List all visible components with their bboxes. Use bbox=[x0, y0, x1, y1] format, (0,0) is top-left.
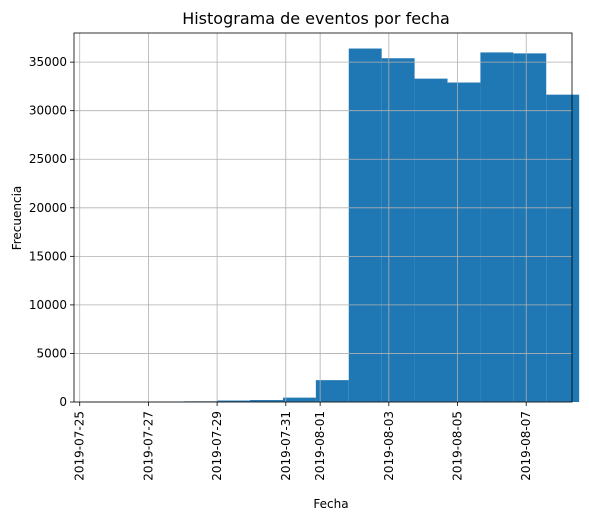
x-tick-label-2: 2019-07-29 bbox=[210, 411, 224, 481]
histogram-bar-9 bbox=[381, 58, 415, 402]
x-tick-label-1: 2019-07-27 bbox=[141, 411, 155, 481]
x-tick-label-6: 2019-08-05 bbox=[451, 411, 465, 481]
x-axis-label: Fecha bbox=[313, 497, 348, 511]
histogram-bar-4 bbox=[217, 400, 251, 402]
y-tick-label-0: 0 bbox=[59, 395, 67, 409]
histogram-bar-14 bbox=[546, 94, 580, 403]
y-tick-label-2: 10000 bbox=[29, 298, 67, 312]
x-tick-label-7: 2019-08-07 bbox=[519, 411, 533, 481]
y-tick-label-6: 30000 bbox=[29, 104, 67, 118]
x-tick-label-5: 2019-08-03 bbox=[382, 411, 396, 481]
histogram-bar-6 bbox=[282, 397, 316, 402]
chart-title: Histograma de eventos por fecha bbox=[182, 9, 450, 28]
histogram-bar-7 bbox=[315, 380, 349, 402]
histogram-bar-12 bbox=[480, 52, 514, 402]
x-tick-label-4: 2019-08-01 bbox=[313, 411, 327, 481]
histogram-bar-13 bbox=[513, 53, 547, 403]
x-ticks: 2019-07-25 2019-07-27 2019-07-29 2019-07-31… bbox=[73, 402, 533, 481]
histogram-bar-5 bbox=[250, 400, 283, 402]
y-tick-label-4: 20000 bbox=[29, 201, 67, 215]
y-tick-label-3: 15000 bbox=[29, 249, 67, 263]
plot-frame bbox=[73, 32, 573, 403]
x-tick-label-0: 2019-07-25 bbox=[73, 411, 87, 481]
y-tick-label-7: 35000 bbox=[29, 55, 67, 69]
histogram-bar-8 bbox=[348, 48, 382, 403]
y-tick-label-1: 5000 bbox=[36, 346, 67, 360]
axes bbox=[73, 32, 573, 403]
y-tick-label-5: 25000 bbox=[29, 152, 67, 166]
histogram-bar-10 bbox=[414, 78, 448, 403]
y-ticks: 0 5000 10000 15000 20000 25000 30000 35000 bbox=[29, 55, 74, 409]
bars bbox=[85, 48, 580, 403]
histogram-bar-11 bbox=[447, 82, 481, 402]
x-tick-label-3: 2019-07-31 bbox=[279, 411, 293, 481]
y-axis-label: Frecuencia bbox=[10, 186, 24, 251]
